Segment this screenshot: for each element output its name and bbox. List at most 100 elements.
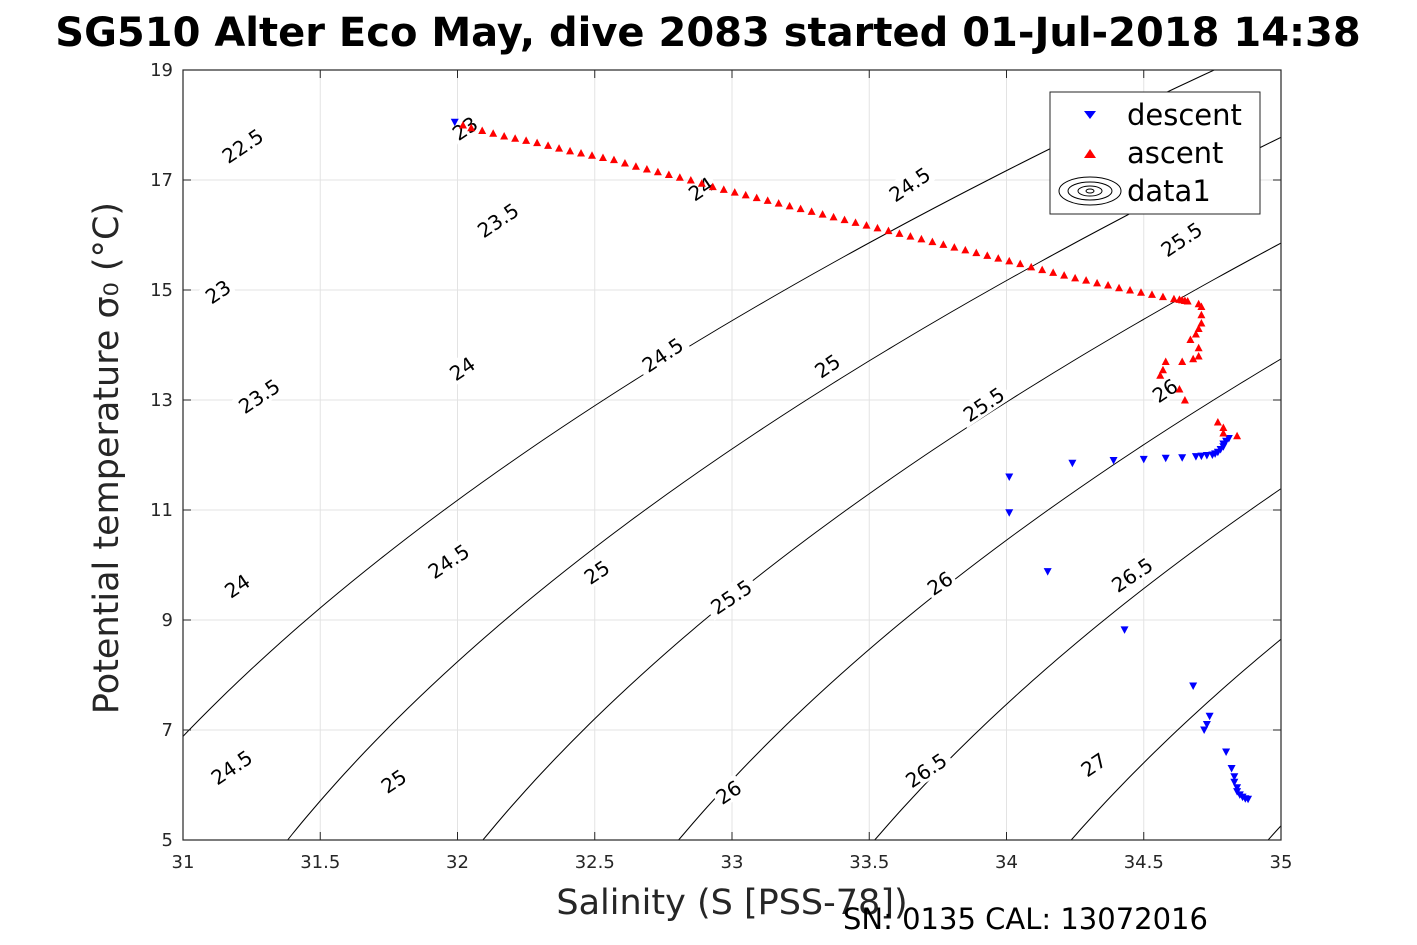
ascent-point — [741, 190, 750, 199]
contour-label-bg — [682, 170, 720, 206]
descent-point — [1005, 509, 1014, 517]
ascent-point — [1104, 281, 1113, 289]
ascent-point — [1197, 302, 1206, 310]
ascent-point — [730, 188, 739, 196]
ascent-point — [752, 193, 761, 202]
ascent-point — [807, 207, 816, 215]
legend-data1-label: data1 — [1127, 174, 1211, 208]
contour-label-bg — [202, 742, 260, 792]
ascent-point — [631, 162, 640, 170]
axes: 31 31.5 32 32.5 33 33.5 34 34.5 35 5 7 9 11 13 15 17 19 — [150, 60, 1292, 873]
ascent-point — [873, 223, 882, 232]
descent-point — [1224, 435, 1233, 443]
contour-label-bg — [920, 565, 959, 601]
ascent-point — [1060, 271, 1069, 279]
ascent-point — [1233, 431, 1242, 440]
ascent-point — [1156, 371, 1165, 379]
ascent-point — [950, 243, 959, 251]
x-tick-label: 32 — [446, 852, 469, 873]
descent-point — [1205, 712, 1214, 721]
contour-label-bg — [419, 536, 477, 585]
x-tick-label: 32.5 — [575, 852, 615, 873]
ascent-point — [566, 146, 575, 155]
ascent-point — [1197, 310, 1206, 319]
ascent-point — [774, 199, 783, 207]
contour-label-bg — [702, 572, 760, 621]
ascent-point — [1180, 396, 1189, 404]
contour-line — [874, 488, 1281, 840]
ascent-point — [1219, 423, 1228, 431]
contour-label-bg — [1074, 746, 1112, 782]
ascent-point — [489, 129, 498, 137]
contour-label-bg — [1103, 550, 1161, 599]
x-tick-label: 31.5 — [300, 852, 340, 873]
ascent-point — [1038, 265, 1047, 274]
ascent-point — [1197, 319, 1206, 327]
contour-label-bg — [633, 330, 691, 379]
descent-point — [1197, 452, 1206, 461]
ascent-point — [785, 201, 794, 210]
descent-point — [1109, 457, 1118, 465]
footnote: SN: 0135 CAL: 13072016 — [843, 902, 1208, 936]
descent-point — [1191, 453, 1200, 461]
ascent-point — [884, 226, 893, 235]
x-tick-label: 34 — [995, 852, 1018, 873]
contour-label-bg — [577, 554, 615, 590]
ascent-point — [1169, 294, 1178, 303]
y-tick-label: 9 — [162, 610, 173, 631]
ascent-point — [1147, 290, 1156, 298]
contour-line — [482, 242, 1281, 840]
contour-label-bg — [1145, 372, 1184, 408]
ascent-point — [522, 136, 531, 144]
descent-point — [1005, 473, 1014, 481]
ascent-point — [840, 215, 849, 224]
legend-descent-marker — [1084, 111, 1096, 119]
ascent-point — [1194, 352, 1203, 360]
data-points — [450, 118, 1253, 804]
ascent-point — [1027, 262, 1036, 271]
legend-ascent-marker — [1084, 149, 1096, 158]
ascent-point — [1161, 357, 1170, 365]
ascent-point — [961, 245, 970, 254]
ascent-point — [1178, 357, 1187, 365]
contour-label-bg — [808, 347, 846, 383]
ascent-point — [895, 229, 904, 237]
ascent-point — [544, 141, 553, 149]
ascent-point — [906, 232, 915, 240]
contour-label-bg — [218, 567, 256, 603]
ascent-point — [917, 234, 926, 243]
legend-ascent-label: ascent — [1127, 136, 1223, 170]
ascent-point — [653, 167, 662, 176]
ascent-point — [1137, 288, 1146, 296]
contour-line — [677, 358, 1281, 840]
ascent-point — [851, 218, 860, 226]
ascent-point — [588, 151, 597, 159]
contour-label-bg — [469, 195, 527, 244]
descent-point — [1189, 682, 1198, 690]
ascent-point — [1158, 365, 1167, 374]
ascent-point — [1071, 273, 1080, 282]
ascent-point — [664, 170, 673, 178]
y-tick-label: 11 — [150, 500, 173, 521]
ascent-point — [928, 237, 937, 246]
ascent-point — [829, 212, 838, 221]
legend: descent ascent data1 — [1049, 91, 1261, 215]
ascent-point — [458, 121, 467, 129]
ascent-point — [1194, 324, 1203, 332]
descent-point — [1161, 454, 1170, 463]
ascent-point — [511, 134, 520, 142]
ascent-point — [1082, 276, 1091, 284]
ascent-point — [763, 196, 772, 204]
x-tick-label: 34.5 — [1124, 852, 1164, 873]
ascent-point — [609, 155, 618, 164]
descent-point — [450, 118, 459, 127]
contour-label-bg — [880, 159, 938, 209]
y-tick-label: 17 — [150, 170, 173, 191]
descent-point — [1202, 721, 1211, 729]
legend-box — [1049, 91, 1261, 215]
ascent-point — [862, 221, 871, 229]
ascent-point — [598, 153, 607, 161]
contour-label-bg — [954, 379, 1012, 429]
ascent-point — [467, 123, 476, 132]
